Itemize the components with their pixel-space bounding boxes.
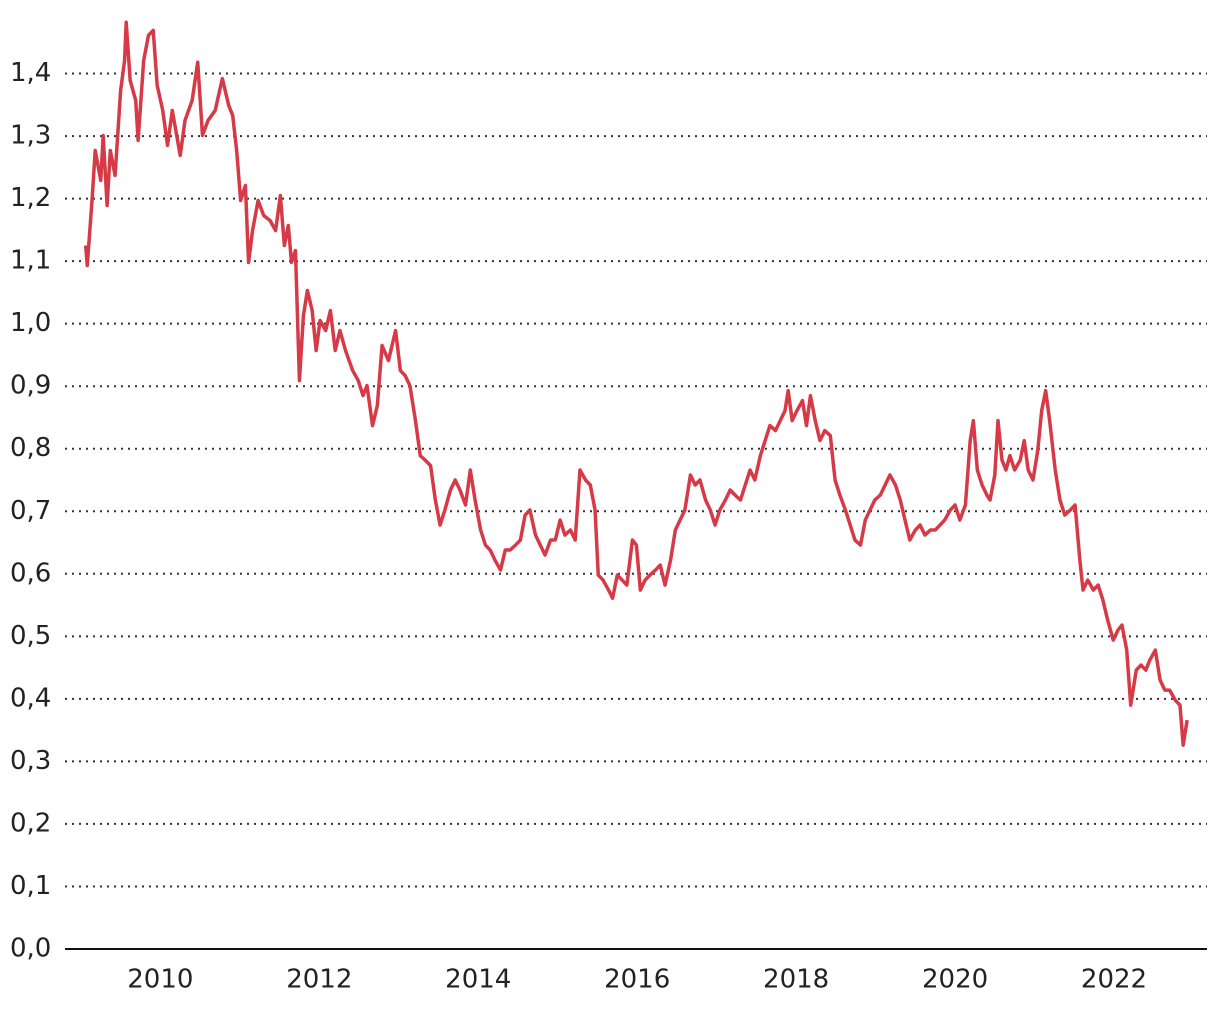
y-tick-label: 0,6 (10, 558, 51, 588)
x-tick-label: 2022 (1081, 965, 1147, 995)
y-tick-label: 0,2 (10, 808, 51, 838)
y-tick-label: 1,1 (10, 246, 51, 276)
y-tick-label: 0,9 (10, 371, 51, 401)
y-tick-label: 1,2 (10, 183, 51, 213)
y-tick-label: 1,0 (10, 308, 51, 338)
x-tick-label: 2018 (763, 965, 829, 995)
x-tick-label: 2012 (286, 965, 352, 995)
y-tick-label: 0,0 (10, 934, 51, 964)
y-tick-label: 0,5 (10, 621, 51, 651)
y-tick-label: 0,8 (10, 433, 51, 463)
data-line (83, 20, 1189, 747)
x-tick-label: 2014 (445, 965, 511, 995)
y-tick-label: 0,4 (10, 683, 51, 713)
x-tick-label: 2016 (604, 965, 670, 995)
y-tick-label: 1,3 (10, 121, 51, 151)
y-tick-label: 1,4 (10, 58, 51, 88)
x-tick-label: 2010 (127, 965, 193, 995)
y-tick-label: 0,7 (10, 496, 51, 526)
x-tick-label: 2020 (922, 965, 988, 995)
y-tick-label: 0,3 (10, 746, 51, 776)
y-tick-label: 0,1 (10, 871, 51, 901)
